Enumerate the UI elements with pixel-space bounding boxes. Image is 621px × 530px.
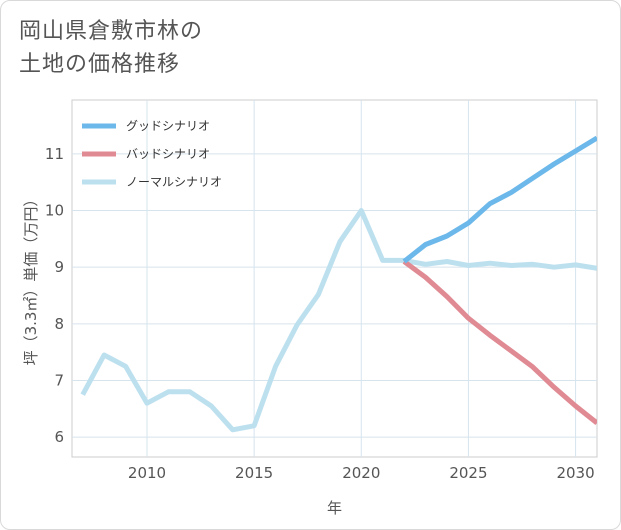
y-axis-title: 坪（3.3㎡）単価（万円）	[22, 192, 40, 366]
series-line-2	[402, 259, 597, 425]
y-tick-label: 10	[45, 202, 64, 220]
y-tick-label: 9	[54, 258, 64, 276]
series-line-1	[402, 135, 597, 264]
title-line-2: 土地の価格推移	[19, 52, 181, 77]
y-tick-label: 11	[45, 145, 64, 163]
legend-label-2: バッドシナリオ	[126, 147, 210, 161]
x-axis-title: 年	[327, 499, 342, 517]
legend-label-1: グッドシナリオ	[126, 119, 210, 133]
legend-label-3: ノーマルシナリオ	[126, 175, 222, 189]
y-tick-label: 7	[54, 372, 64, 390]
series-line-3	[80, 208, 597, 433]
x-tick-label: 2030	[556, 464, 594, 482]
x-tick-label: 2025	[449, 464, 487, 482]
y-tick-label: 6	[54, 428, 64, 446]
title-line-1: 岡山県倉敷市林の	[19, 19, 204, 44]
chart-title: 岡山県倉敷市林の 土地の価格推移	[19, 15, 203, 81]
x-tick-label: 2015	[235, 464, 273, 482]
x-tick-label: 2010	[128, 464, 166, 482]
x-tick-label: 2020	[342, 464, 380, 482]
y-tick-label: 8	[54, 315, 64, 333]
